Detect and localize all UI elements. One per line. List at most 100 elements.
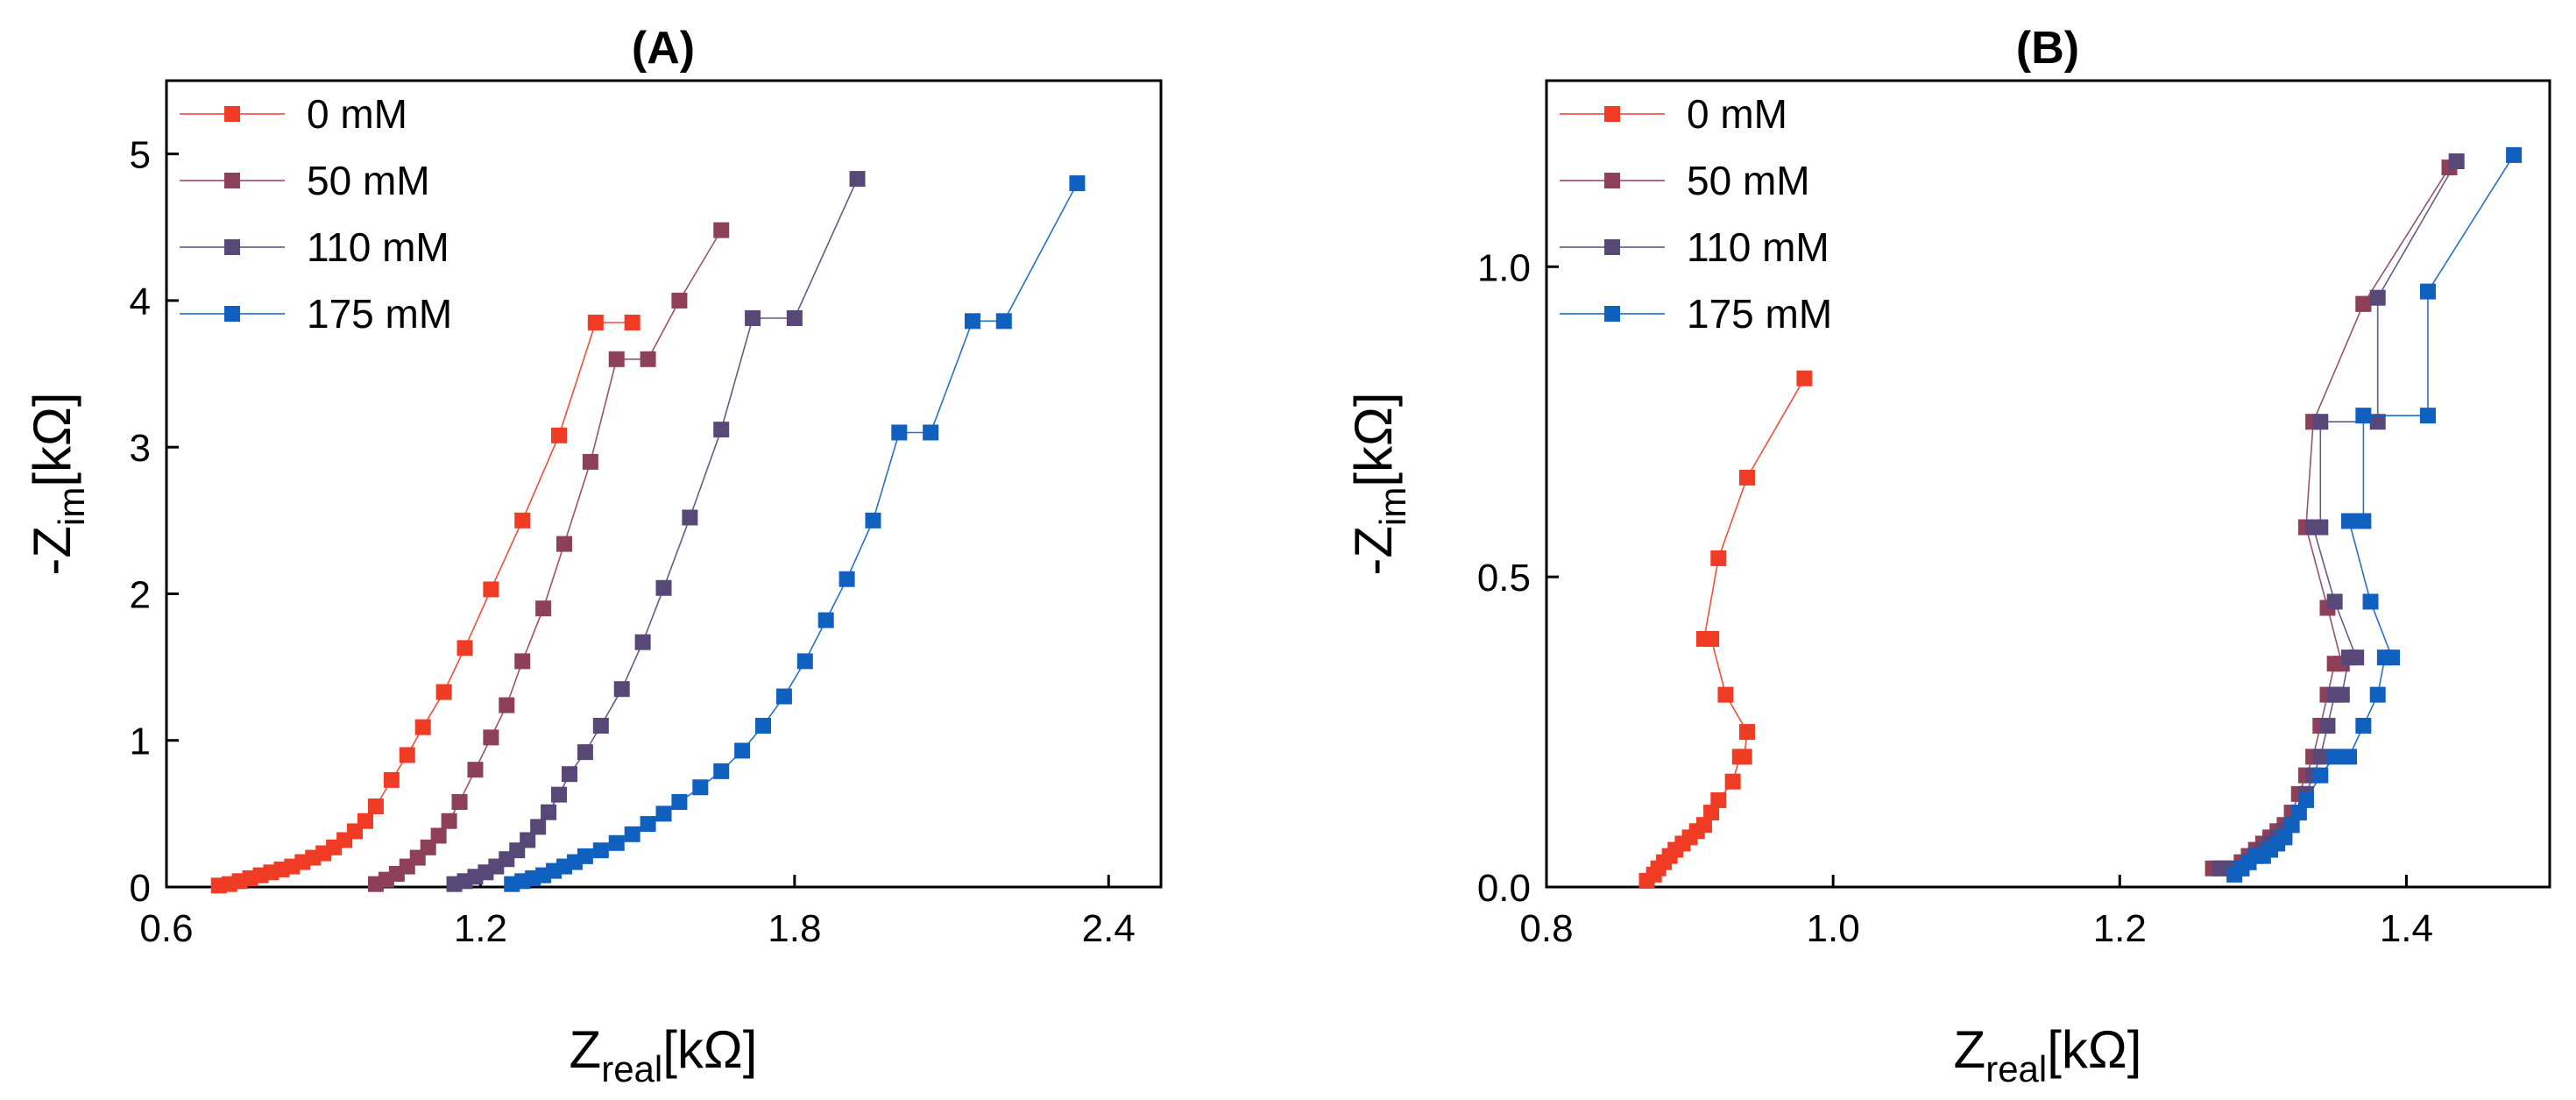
panel-b-plot-frame (1545, 79, 2551, 889)
panel-a-point-0-mm (587, 315, 604, 330)
panel-a-point-0-mm (357, 813, 373, 829)
panel-b-y-tick-label: 0.5 (1477, 557, 1531, 600)
panel-a-y-label-prefix: -Z (23, 526, 81, 576)
panel-b-point-175-mm (2362, 593, 2379, 610)
panel-a-point-175-mm (755, 718, 771, 734)
panel-b-point-175-mm (2355, 718, 2372, 734)
panel-b-legend-marker (1604, 306, 1620, 322)
panel-b-series (1638, 146, 2523, 889)
panel-a-point-50-mm (514, 653, 531, 670)
panel-a-y-tick-label: 3 (130, 427, 151, 470)
panel-b-legend-label: 175 mM (1687, 291, 1832, 337)
panel-b-point-175-mm (2290, 805, 2307, 821)
panel-b-series-line-175-mm (2233, 154, 2515, 876)
panel-a-y-label-sub: im (51, 487, 92, 526)
panel-b-legend-item-175-mm: 175 mM (1560, 291, 1832, 337)
panel-a-x-tick-label: 1.2 (454, 907, 507, 950)
panel-b-y-tick-label: 1.0 (1477, 246, 1531, 289)
panel-b-point-175-mm (2355, 408, 2372, 424)
panel-a-x-label-sub: real (601, 1048, 662, 1089)
panel-a-point-0-mm (483, 581, 499, 598)
panel-b-point-0-mm (1710, 550, 1727, 566)
panel-a-x-label-unit: [kΩ] (662, 1020, 757, 1079)
panel-b-point-110-mm (2348, 649, 2365, 666)
panel-a-series-line-0-mm (218, 322, 633, 887)
panel-b-point-175-mm (2283, 817, 2300, 834)
panel-a-legend: 0 mM 50 mM 110 mM 175 mM (180, 91, 452, 337)
panel-a-series-175-mm (504, 175, 1086, 892)
panel-a-series-line-175-mm (512, 182, 1079, 885)
panel-b-series-110-mm (2212, 153, 2465, 876)
panel-a-point-50-mm (430, 827, 447, 844)
panel-a-point-110-mm (613, 681, 630, 698)
panel-a-point-175-mm (577, 848, 593, 864)
panel-a-legend-label: 0 mM (307, 91, 407, 137)
panel-b-point-175-mm (2384, 649, 2401, 666)
panel-a-point-110-mm (713, 422, 730, 438)
panel-b-legend-marker (1604, 173, 1620, 188)
panel-b-point-0-mm (1695, 630, 1712, 647)
panel-a-series (210, 171, 1086, 894)
panel-b-point-110-mm (2369, 289, 2386, 306)
panel-b-point-175-mm (2312, 767, 2329, 784)
panel-a-point-50-mm (671, 292, 688, 309)
panel-b-x-label-sub: real (1985, 1048, 2047, 1089)
panel-b-legend-marker (1604, 106, 1620, 122)
panel-a-x-tick-label: 0.6 (139, 907, 193, 950)
panel-a-legend-label: 110 mM (307, 224, 449, 270)
panel-a-point-50-mm (608, 351, 625, 367)
panel-a-point-110-mm (541, 804, 557, 820)
panel-b-point-110-mm (2326, 593, 2343, 610)
panel-a-x-tick-label: 2.4 (1082, 907, 1136, 950)
panel-a-y-axis-label: -Zim[kΩ] (23, 392, 92, 575)
panel-a-point-175-mm (640, 816, 656, 833)
panel-a-point-50-mm (451, 793, 468, 810)
panel-a-point-0-mm (383, 771, 400, 788)
panel-b-series-0-mm (1638, 370, 1813, 889)
panel-b-point-175-mm (2506, 146, 2523, 163)
panel-a-point-175-mm (671, 793, 688, 810)
panel-b-point-0-mm (1695, 817, 1712, 834)
panel-a-point-175-mm (839, 571, 855, 587)
panel-a-point-175-mm (655, 805, 672, 822)
panel-a-legend-item-110-mm: 110 mM (180, 224, 449, 270)
panel-a-point-110-mm (655, 579, 672, 596)
panel-a-point-0-mm (435, 684, 452, 700)
panel-a-point-110-mm (849, 171, 866, 188)
panel-a-y-tick-label: 2 (130, 573, 151, 616)
panel-b-point-0-mm (1739, 469, 1755, 486)
panel-a-legend-marker (224, 306, 240, 322)
panel-b-point-110-mm (2333, 686, 2350, 703)
panel-a-series-50-mm (367, 222, 730, 892)
panel-a-y-label-unit: [kΩ] (23, 392, 81, 486)
panel-a-point-110-mm (551, 786, 568, 803)
panel-b-x-axis-label: Zreal[kΩ] (1954, 1020, 2142, 1089)
panel-b-point-175-mm (2419, 283, 2436, 300)
panel-a-x-axis-label: Zreal[kΩ] (570, 1020, 758, 1089)
panel-b-legend-label: 0 mM (1687, 91, 1787, 137)
panel-a-point-0-mm (624, 315, 640, 330)
panel-a-legend-label: 50 mM (307, 158, 430, 203)
panel-a-point-50-mm (483, 729, 499, 746)
panel-b-x-ticks: 0.8 1.0 1.2 1.4 (1519, 875, 2433, 950)
panel-b-x-label-unit: [kΩ] (2047, 1020, 2141, 1079)
panel-a-y-tick-label: 5 (130, 134, 151, 177)
panel-b-y-axis-label: -Zim[kΩ] (1344, 392, 1413, 575)
panel-a-point-50-mm (535, 600, 552, 617)
panel-b-point-0-mm (1717, 686, 1734, 703)
panel-a-title: (A) (632, 23, 695, 74)
panel-a-point-0-mm (367, 798, 384, 814)
panel-a-point-175-mm (592, 842, 609, 859)
panel-b-title: (B) (2016, 23, 2079, 74)
panel-a-legend-item-50-mm: 50 mM (180, 158, 430, 203)
panel-a-y-ticks: 0 1 2 3 4 5 (130, 134, 179, 910)
panel-a-series-110-mm (446, 171, 866, 892)
panel-a-series-0-mm (210, 315, 640, 894)
panel-b-x-label-main: Z (1954, 1020, 1986, 1079)
panel-a-point-50-mm (441, 813, 457, 829)
panel-b-point-0-mm (1710, 791, 1727, 808)
panel-b-point-0-mm (1724, 773, 1741, 790)
panel-a-point-110-mm (592, 718, 609, 734)
panel-b-point-175-mm (2341, 513, 2357, 529)
